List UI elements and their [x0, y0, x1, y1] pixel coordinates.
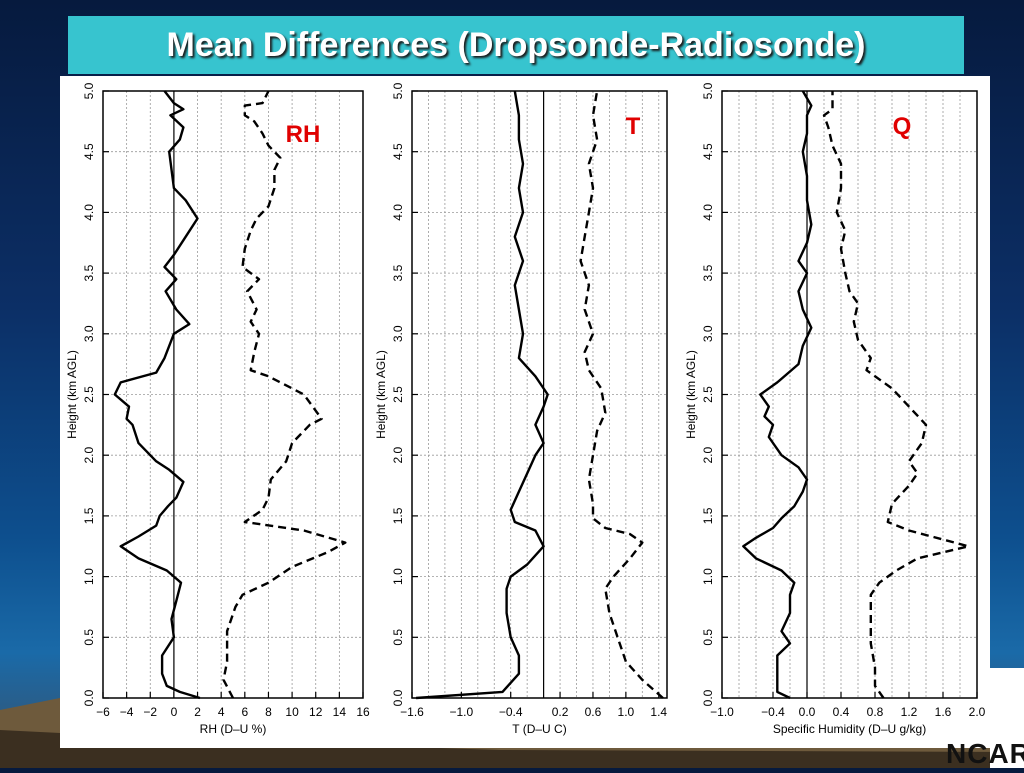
x-tick-label-2-1: −1.0 — [450, 705, 474, 719]
x-axis-label-2: T (D–U C) — [512, 722, 566, 736]
x-tick-label-3-6: 1.6 — [935, 705, 952, 719]
y-tick-label-3-6: 3.0 — [701, 325, 715, 342]
x-tick-label-1-8: 10 — [285, 705, 299, 719]
charts-panel: −6 −4 −2 0 2 4 6 8 10 12 14 16 0.0 0.5 1.0 1.5 2.0 2.5 3.0… — [60, 76, 990, 748]
x-tick-label-2-4: 0.6 — [585, 705, 602, 719]
x-tick-label-1-0: −6 — [96, 705, 110, 719]
series-solid-line-1 — [113, 90, 201, 700]
x-tick-label-1-1: −4 — [120, 705, 134, 719]
series-dashed-line-3 — [822, 91, 970, 699]
slide-corner — [990, 668, 1024, 768]
y-tick-label-3-1: 0.5 — [701, 629, 715, 646]
y-tick-label-2-5: 2.5 — [391, 386, 405, 403]
y-axis-label-2: Height (km AGL) — [374, 350, 388, 439]
y-tick-label-3-4: 2.0 — [701, 447, 715, 464]
y-tick-label-3-5: 2.5 — [701, 386, 715, 403]
series-solid-line-2 — [416, 90, 549, 700]
y-tick-label-3-2: 1.0 — [701, 568, 715, 585]
x-tick-label-2-6: 1.4 — [650, 705, 667, 719]
y-tick-label-1-4: 2.0 — [82, 447, 96, 464]
y-tick-label-3-8: 4.0 — [701, 204, 715, 221]
x-tick-label-2-3: 0.2 — [552, 705, 569, 719]
x-tick-label-3-7: 2.0 — [969, 705, 986, 719]
y-tick-label-2-1: 0.5 — [391, 629, 405, 646]
x-tick-label-1-7: 8 — [265, 705, 272, 719]
panel-label-3: Q — [893, 113, 912, 140]
y-tick-label-2-9: 4.5 — [391, 143, 405, 160]
x-tick-label-3-0: −1.0 — [710, 705, 734, 719]
y-tick-label-2-7: 3.5 — [391, 264, 405, 281]
x-tick-label-3-2: 0.0 — [799, 705, 816, 719]
ncar-logo: NCAR — [946, 738, 1024, 769]
ground-landscape — [0, 690, 1024, 768]
x-tick-label-1-11: 16 — [356, 705, 370, 719]
series-dashed-line-2 — [579, 90, 664, 699]
y-tick-label-2-0: 0.0 — [391, 689, 405, 706]
y-tick-label-2-6: 3.0 — [391, 325, 405, 342]
y-tick-label-1-3: 1.5 — [82, 507, 96, 524]
y-tick-label-1-6: 3.0 — [82, 325, 96, 342]
y-tick-label-1-1: 0.5 — [82, 629, 96, 646]
y-tick-label-2-10: 5.0 — [391, 82, 405, 99]
slide-title: Mean Differences (Dropsonde-Radiosonde) — [166, 25, 866, 64]
x-tick-label-3-5: 1.2 — [901, 705, 918, 719]
series-dashed-line-1 — [222, 90, 347, 699]
x-tick-label-3-3: 0.4 — [833, 705, 850, 719]
y-tick-label-1-8: 4.0 — [82, 204, 96, 221]
x-tick-label-3-1: −0.4 — [761, 705, 785, 719]
x-tick-label-1-5: 4 — [218, 705, 225, 719]
x-tick-label-1-6: 6 — [241, 705, 248, 719]
y-tick-label-3-9: 4.5 — [701, 143, 715, 160]
y-axis-label-1: Height (km AGL) — [65, 350, 79, 439]
series-solid-line-3 — [742, 90, 813, 700]
panel-label-2: T — [626, 113, 641, 140]
x-tick-label-1-10: 14 — [333, 705, 347, 719]
x-tick-label-1-9: 12 — [309, 705, 323, 719]
x-tick-label-1-3: 0 — [171, 705, 178, 719]
charts-svg: −6 −4 −2 0 2 4 6 8 10 12 14 16 0.0 0.5 1.0 1.5 2.0 2.5 3.0… — [65, 82, 986, 736]
y-tick-label-1-2: 1.0 — [82, 568, 96, 585]
y-tick-label-3-3: 1.5 — [701, 507, 715, 524]
y-tick-label-1-9: 4.5 — [82, 143, 96, 160]
y-axis-label-3: Height (km AGL) — [684, 350, 698, 439]
slide-title-bar: Mean Differences (Dropsonde-Radiosonde) — [68, 16, 964, 74]
x-tick-label-2-2: −0.4 — [499, 705, 523, 719]
y-tick-label-1-7: 3.5 — [82, 264, 96, 281]
y-tick-label-3-0: 0.0 — [701, 689, 715, 706]
y-tick-label-2-3: 1.5 — [391, 507, 405, 524]
y-tick-label-1-10: 5.0 — [82, 82, 96, 99]
y-tick-label-1-5: 2.5 — [82, 386, 96, 403]
y-tick-label-1-0: 0.0 — [82, 689, 96, 706]
x-tick-label-1-4: 2 — [194, 705, 201, 719]
x-tick-label-2-0: −1.6 — [400, 705, 424, 719]
panel-label-1: RH — [286, 121, 321, 148]
x-axis-label-1: RH (D–U %) — [200, 722, 267, 736]
y-tick-label-2-4: 2.0 — [391, 447, 405, 464]
y-tick-label-3-7: 3.5 — [701, 264, 715, 281]
x-axis-label-3: Specific Humidity (D–U g/kg) — [773, 722, 926, 736]
x-tick-label-2-5: 1.0 — [618, 705, 635, 719]
x-tick-label-3-4: 0.8 — [867, 705, 884, 719]
y-tick-label-3-10: 5.0 — [701, 82, 715, 99]
x-tick-label-1-2: −2 — [143, 705, 157, 719]
y-tick-label-2-2: 1.0 — [391, 568, 405, 585]
y-tick-label-2-8: 4.0 — [391, 204, 405, 221]
